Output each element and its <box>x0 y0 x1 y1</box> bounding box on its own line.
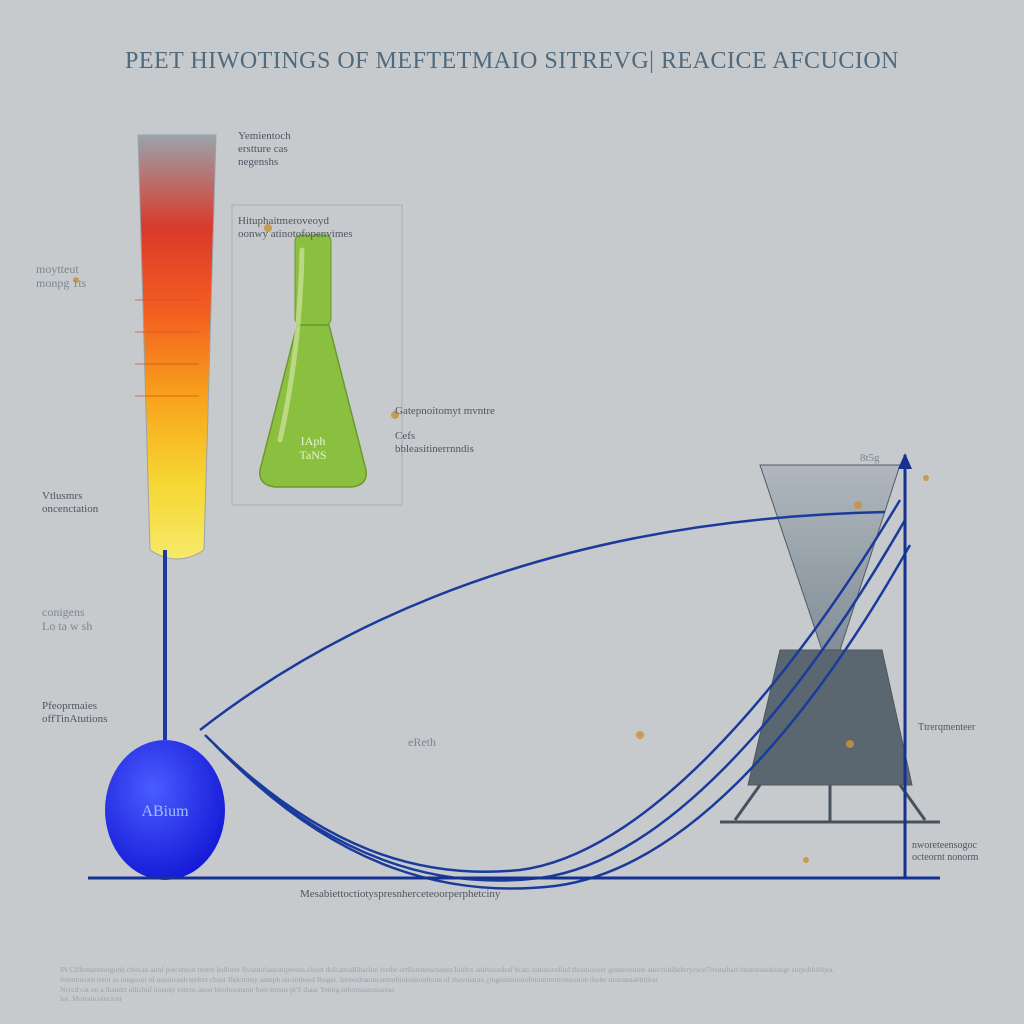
bulb-label: ABium <box>141 803 189 820</box>
label-right-bottom: nworeteensogoc octeornt nonorm <box>912 840 978 864</box>
label-flask-right-2: Cefs bbleasitinerrnndis <box>395 430 474 456</box>
label-left-low-script: conigens Lo ta w sh <box>42 605 92 634</box>
label-thermo-top: Yemientoch erstture cas negenshs <box>238 130 291 170</box>
flask-label: IAphTaNS <box>299 434 326 462</box>
label-funnel-top: 8t5g <box>860 452 880 465</box>
label-left-bottom: Pfeoprmaies offTinAtutions <box>42 700 107 726</box>
label-left-top-script: moytteut monpg 1ts <box>36 262 86 291</box>
thermometer-column <box>138 135 216 559</box>
label-left-mid: Vtlusmrs oncenctation <box>42 490 98 516</box>
label-thermo-side: Hituphaitmeroveoyd oonwy atinotofopenvim… <box>238 215 353 241</box>
label-flask-right-1: Gatepnoitomyt mvntre <box>395 405 495 418</box>
label-mid-script: eReth <box>408 735 436 749</box>
footer-caption: IN Ciffemanntorgunh chovan aunf potcenro… <box>60 965 964 1004</box>
label-x-axis: Mesabiettoctiotyspresnherceteoorperphetc… <box>300 888 500 901</box>
diagram-title: PEET HIWOTINGS OF MEFTETMAIO SITREVG| RE… <box>0 48 1024 75</box>
label-funnel-right: Ttrerqmenteer <box>918 722 975 734</box>
diagram-canvas: ABium IAphTaNS <box>0 0 1024 1024</box>
